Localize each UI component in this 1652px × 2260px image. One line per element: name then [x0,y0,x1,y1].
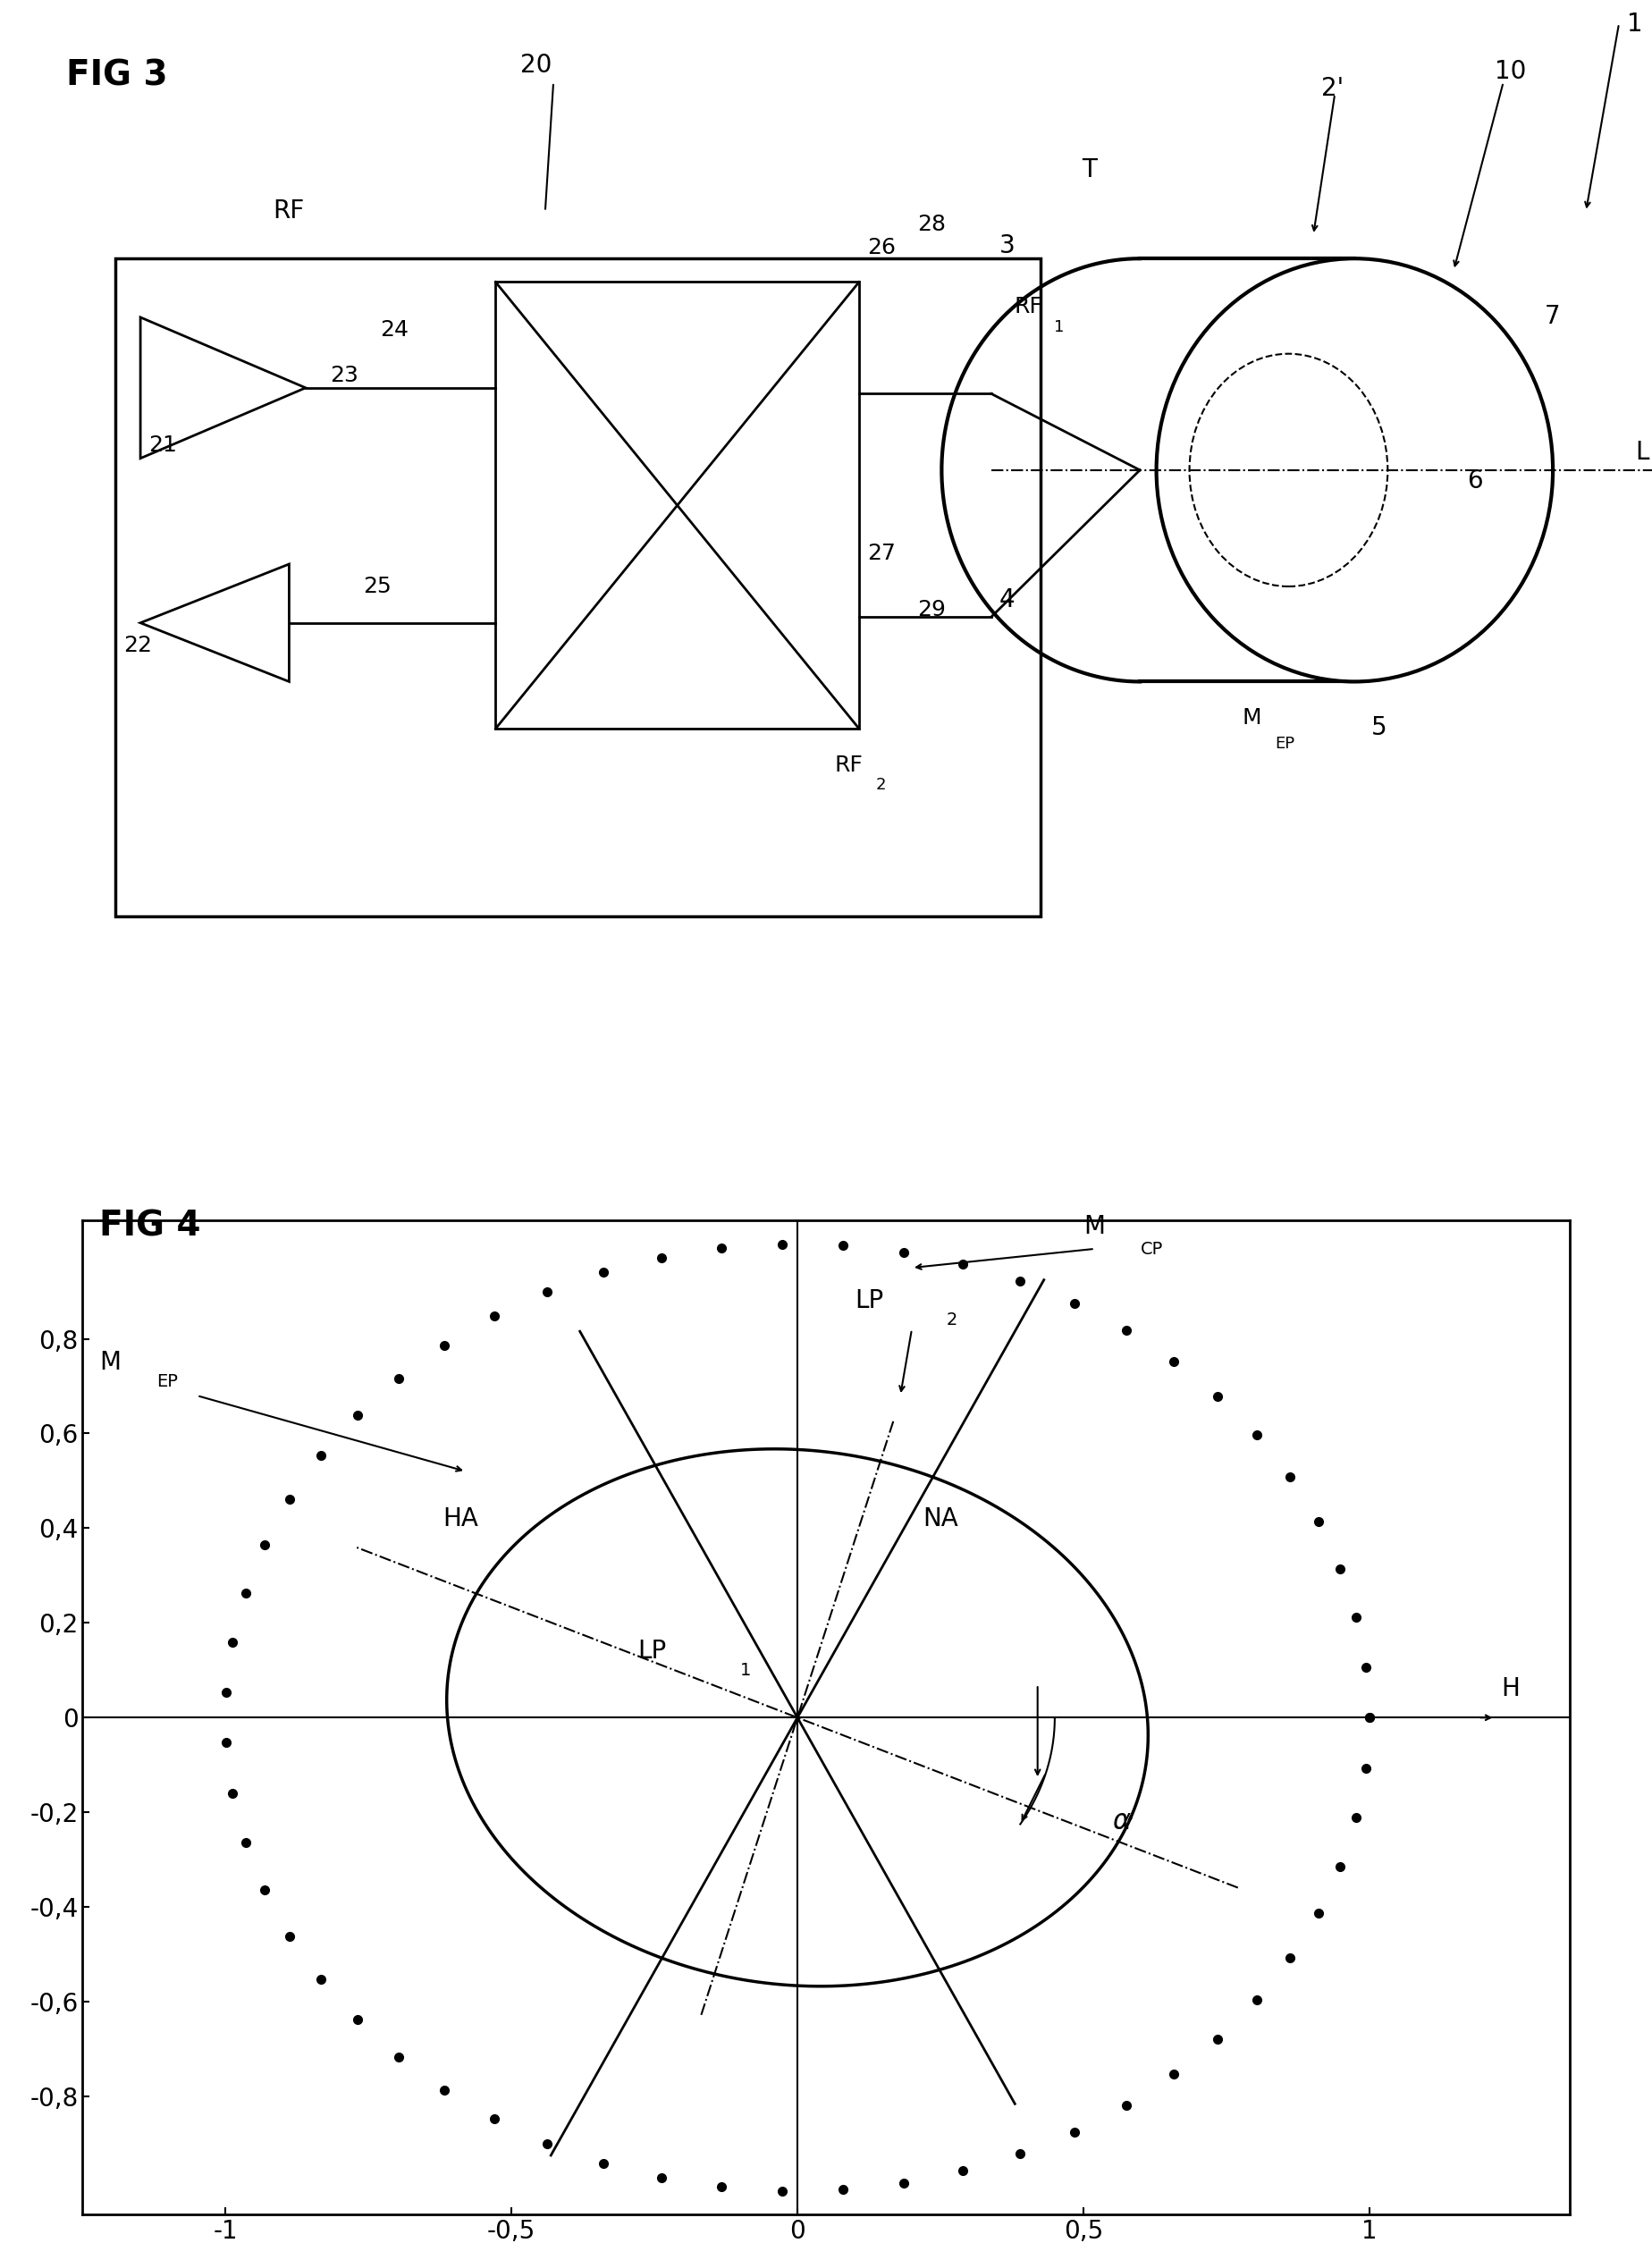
Text: 7: 7 [1545,305,1561,330]
Text: 20: 20 [520,52,552,77]
Text: 23: 23 [330,364,358,386]
Text: EP: EP [1275,737,1295,753]
Text: 2: 2 [947,1311,957,1329]
Text: RF: RF [834,755,862,775]
Text: 25: 25 [363,576,392,597]
Text: HA: HA [443,1505,479,1532]
Text: 10: 10 [1495,59,1526,84]
Text: NA: NA [923,1505,958,1532]
Text: LP: LP [638,1638,666,1663]
Text: 3: 3 [999,233,1016,258]
Text: H: H [1500,1677,1520,1702]
Text: M: M [1242,707,1262,728]
Text: 6: 6 [1467,468,1483,493]
Text: 27: 27 [867,542,895,565]
Text: 22: 22 [124,635,152,655]
Text: 1: 1 [1627,11,1644,36]
Polygon shape [140,316,306,459]
Text: RF: RF [1014,296,1042,316]
Text: EP: EP [157,1372,178,1390]
Text: 24: 24 [380,319,408,341]
Text: L: L [1635,441,1649,466]
Text: 26: 26 [867,237,895,258]
Text: CP: CP [1140,1241,1163,1259]
Bar [116,258,1041,918]
Text: FIG 3: FIG 3 [66,59,167,93]
Text: $\alpha$: $\alpha$ [1112,1808,1132,1835]
Text: 1: 1 [1054,319,1064,334]
Text: 4: 4 [999,588,1016,612]
Ellipse shape [1156,258,1553,683]
Text: M: M [1084,1214,1105,1238]
Text: 29: 29 [917,599,945,622]
Text: 28: 28 [917,215,945,235]
Text: 1: 1 [740,1661,752,1679]
Text: 2: 2 [876,777,885,793]
Bar [496,282,859,728]
Text: RF: RF [273,199,304,224]
Text: LP: LP [854,1288,884,1313]
Text: 2': 2' [1322,77,1345,102]
Text: T: T [1082,158,1097,183]
Text: 5: 5 [1371,716,1388,741]
Text: FIG 4: FIG 4 [99,1209,200,1243]
Polygon shape [140,565,289,683]
Text: M: M [99,1349,121,1374]
Text: 21: 21 [149,434,177,457]
